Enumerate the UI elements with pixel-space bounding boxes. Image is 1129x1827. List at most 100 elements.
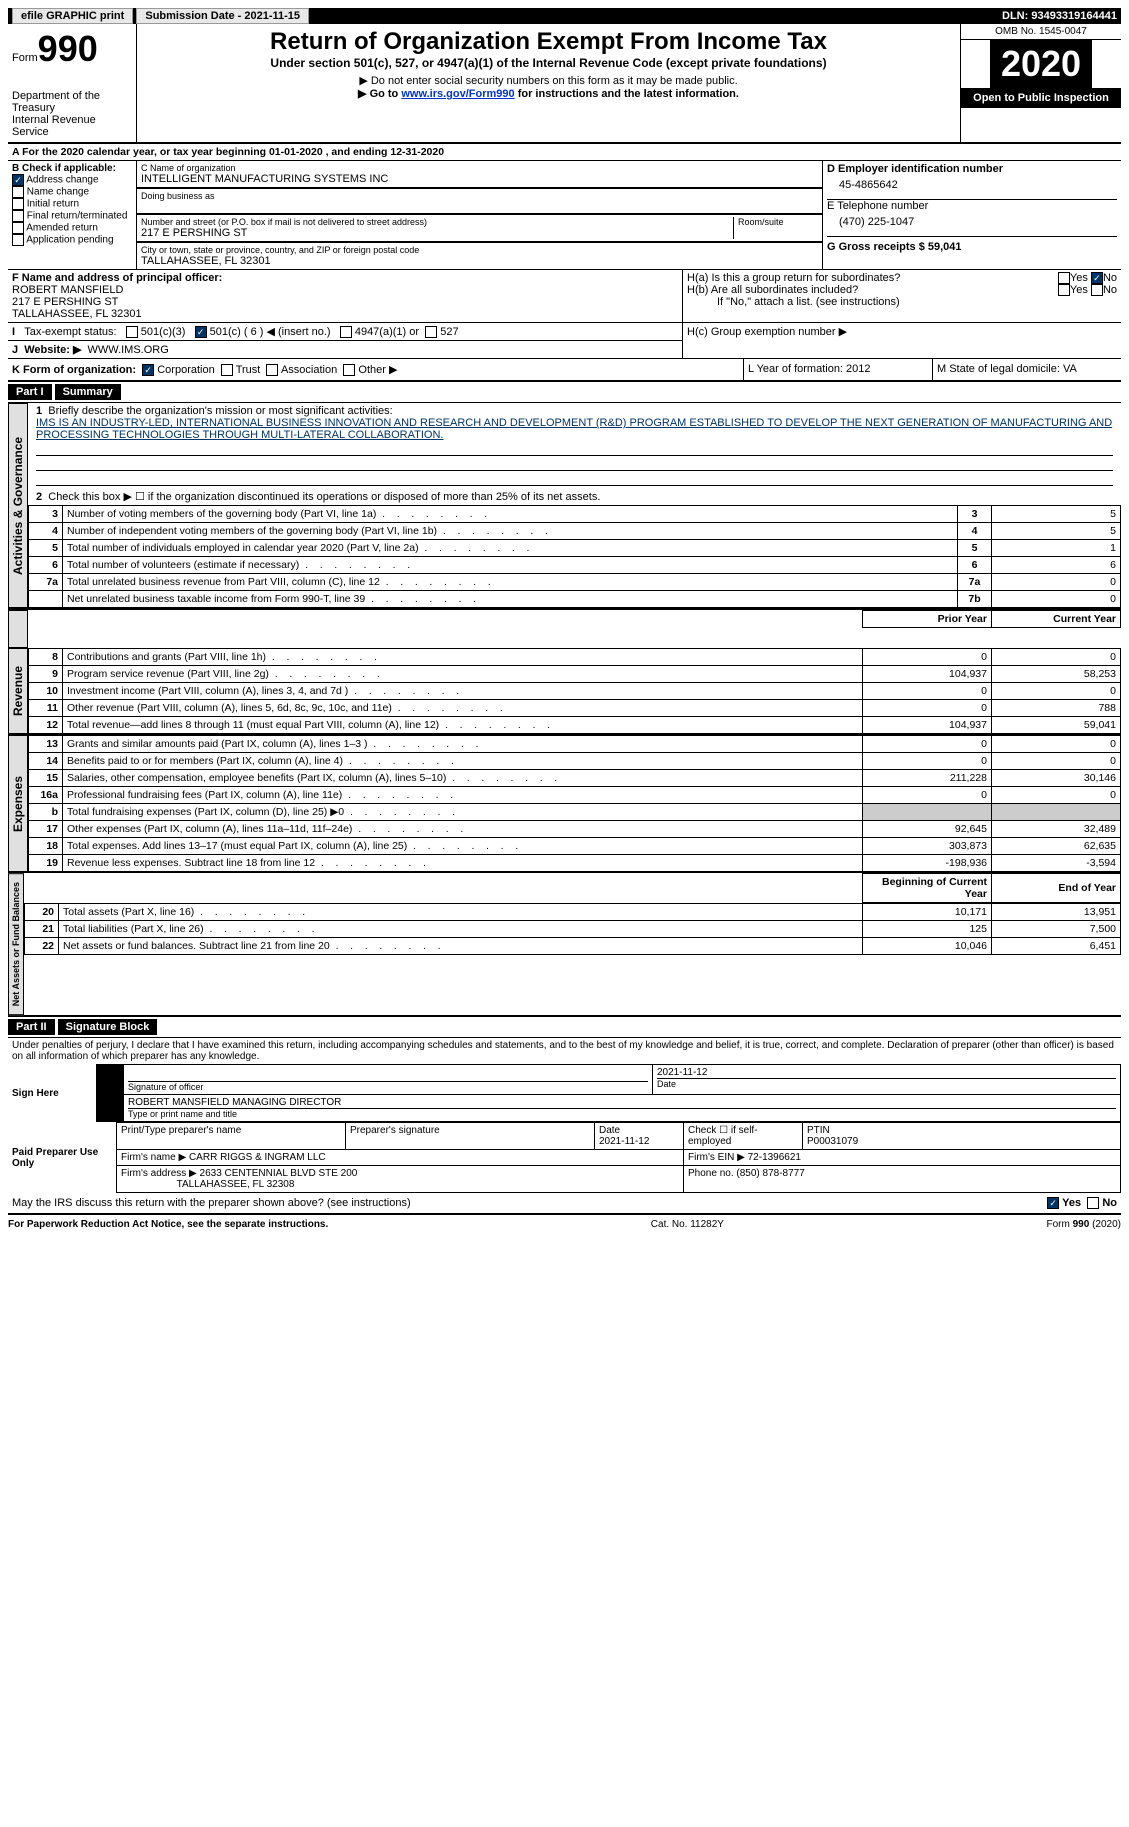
form-title: Return of Organization Exempt From Incom… [145, 28, 952, 56]
current-val: 58,253 [992, 666, 1121, 683]
instructions-link[interactable]: www.irs.gov/Form990 [401, 88, 514, 100]
room-label: Room/suite [733, 217, 818, 239]
ein-value: 45-4865642 [827, 175, 1117, 199]
prep-date-label: Date [599, 1125, 620, 1136]
opt-app-pending: Application pending [26, 235, 113, 246]
line-text: Professional fundraising fees (Part IX, … [63, 787, 863, 804]
check-app-pending[interactable] [12, 234, 24, 246]
current-val: -3,594 [992, 855, 1121, 872]
line-num: 17 [29, 821, 63, 838]
check-amended[interactable] [12, 222, 24, 234]
check-other[interactable] [343, 364, 355, 376]
tax-year: 2020 [990, 40, 1092, 88]
line-num: 14 [29, 753, 63, 770]
dln-label: DLN: 93493319164441 [1002, 10, 1117, 22]
efile-button[interactable]: efile GRAPHIC print [12, 8, 133, 24]
check-initial-return[interactable] [12, 198, 24, 210]
summary-table: 3Number of voting members of the governi… [28, 505, 1121, 608]
firm-addr-label: Firm's address ▶ [121, 1168, 197, 1179]
gross-receipts: G Gross receipts $ 59,041 [827, 237, 1117, 253]
form-subtitle: Under section 501(c), 527, or 4947(a)(1)… [145, 56, 952, 70]
opt-501c: 501(c) ( 6 ) ◀ (insert no.) [210, 326, 331, 338]
phone-label: E Telephone number [827, 200, 1117, 212]
current-val: 0 [992, 683, 1121, 700]
ha-yes[interactable] [1058, 272, 1070, 284]
line-num: 21 [25, 921, 59, 938]
current-val: 0 [992, 753, 1121, 770]
line-box: 7b [958, 591, 992, 608]
sig-date-label: Date [657, 1078, 1116, 1089]
hb-no[interactable] [1091, 284, 1103, 296]
firm-ein-value: 72-1396621 [748, 1152, 801, 1163]
line-text: Grants and similar amounts paid (Part IX… [63, 736, 863, 753]
open-public-label: Open to Public Inspection [961, 88, 1121, 108]
line-text: Contributions and grants (Part VIII, lin… [63, 649, 863, 666]
year-formation: L Year of formation: 2012 [743, 359, 932, 380]
opt-amended: Amended return [26, 223, 98, 234]
check-501c3[interactable] [126, 326, 138, 338]
revenue-table: 8Contributions and grants (Part VIII, li… [28, 648, 1121, 734]
page-footer: For Paperwork Reduction Act Notice, see … [8, 1215, 1121, 1230]
check-address-change[interactable]: ✓ [12, 174, 24, 186]
no-label-2: No [1103, 284, 1117, 296]
form-org-label: K Form of organization: [12, 364, 136, 376]
line-text: Other revenue (Part VIII, column (A), li… [63, 700, 863, 717]
check-final-return[interactable] [12, 210, 24, 222]
line-box: 5 [958, 540, 992, 557]
self-employed-check[interactable]: Check ☐ if self-employed [684, 1123, 803, 1150]
line-val: 6 [992, 557, 1121, 574]
prior-val: 10,171 [863, 904, 992, 921]
line-box: 7a [958, 574, 992, 591]
check-501c[interactable]: ✓ [195, 326, 207, 338]
line-text: Program service revenue (Part VIII, line… [63, 666, 863, 683]
col-current-year: Current Year [992, 611, 1121, 628]
check-trust[interactable] [221, 364, 233, 376]
check-name-change[interactable] [12, 186, 24, 198]
ptin-value: P00031079 [807, 1136, 858, 1147]
box-b: B Check if applicable: ✓ Address change … [8, 161, 137, 269]
check-assoc[interactable] [266, 364, 278, 376]
check-4947[interactable] [340, 326, 352, 338]
preparer-table: Paid Preparer Use Only Print/Type prepar… [8, 1122, 1121, 1193]
current-val: 6,451 [992, 938, 1121, 955]
no-label: No [1103, 272, 1117, 284]
line-val: 0 [992, 591, 1121, 608]
dept-label-2: Internal Revenue Service [12, 114, 132, 138]
line-text: Net unrelated business taxable income fr… [63, 591, 958, 608]
line-text: Total fundraising expenses (Part IX, col… [63, 804, 863, 821]
ha-label: H(a) Is this a group return for subordin… [687, 272, 1058, 284]
vert-blank [8, 610, 28, 648]
line-num: 8 [29, 649, 63, 666]
firm-name-value: CARR RIGGS & INGRAM LLC [189, 1152, 326, 1163]
line-text: Investment income (Part VIII, column (A)… [63, 683, 863, 700]
line-num: 6 [29, 557, 63, 574]
current-val: 30,146 [992, 770, 1121, 787]
opt-name-change: Name change [27, 187, 89, 198]
part1-title: Summary [55, 384, 121, 400]
officer-printed-name: ROBERT MANSFIELD MANAGING DIRECTOR [128, 1097, 1116, 1108]
firm-name-label: Firm's name ▶ [121, 1152, 186, 1163]
current-val: 0 [992, 649, 1121, 666]
check-corp[interactable]: ✓ [142, 364, 154, 376]
discuss-yes[interactable]: ✓ [1047, 1197, 1059, 1209]
hc-label: H(c) Group exemption number ▶ [687, 325, 1117, 338]
opt-trust: Trust [236, 364, 261, 376]
check-527[interactable] [425, 326, 437, 338]
prior-val: 0 [863, 787, 992, 804]
opt-501c3: 501(c)(3) [141, 326, 186, 338]
line-box: 3 [958, 506, 992, 523]
line-num: 15 [29, 770, 63, 787]
ha-no[interactable]: ✓ [1091, 272, 1103, 284]
line-box: 6 [958, 557, 992, 574]
hb-yes[interactable] [1058, 284, 1070, 296]
form-note-2-pre: ▶ Go to [358, 88, 401, 100]
officer-city: TALLAHASSEE, FL 32301 [12, 308, 678, 320]
col-end-year: End of Year [992, 874, 1121, 903]
opt-address-change: Address change [26, 175, 98, 186]
submission-date-button[interactable]: Submission Date - 2021-11-15 [136, 8, 309, 24]
current-val: 59,041 [992, 717, 1121, 734]
discuss-no[interactable] [1087, 1197, 1099, 1209]
arrow-icon [97, 1065, 124, 1122]
form-note-1: ▶ Do not enter social security numbers o… [145, 74, 952, 87]
expense-table: 13Grants and similar amounts paid (Part … [28, 735, 1121, 872]
